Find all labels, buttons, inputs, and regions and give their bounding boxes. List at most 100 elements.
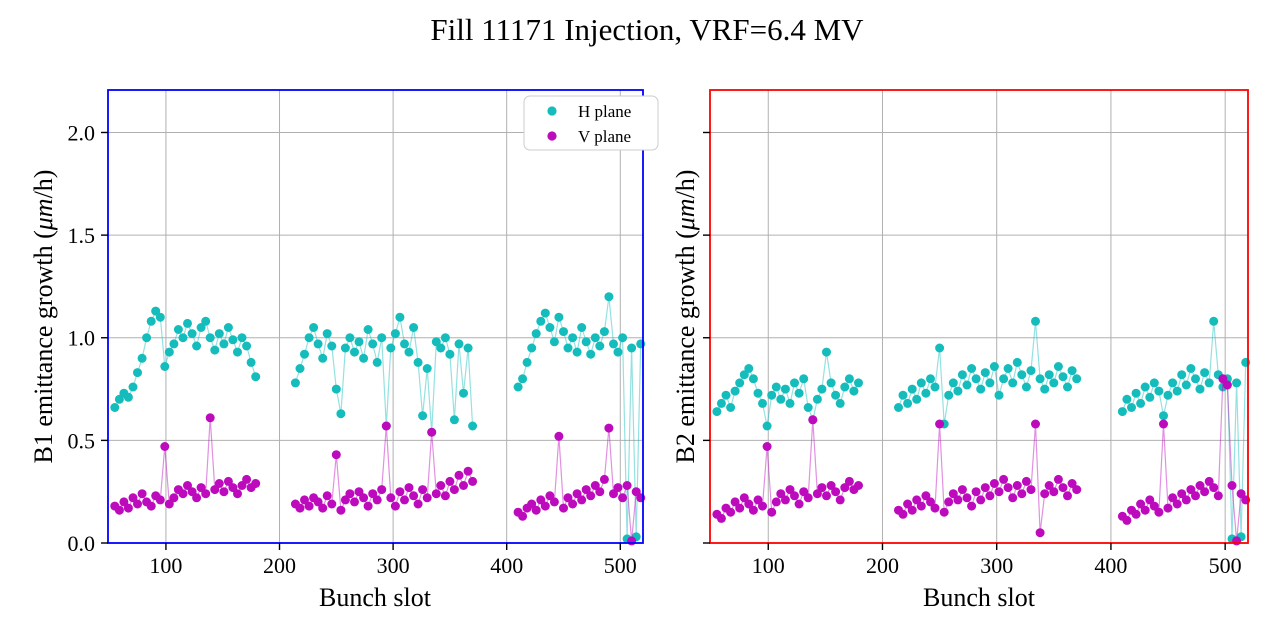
h-plane-point bbox=[363, 325, 373, 334]
h-plane-point bbox=[1186, 364, 1196, 373]
h-plane-point bbox=[1008, 378, 1018, 388]
v-plane-point bbox=[164, 499, 174, 509]
v-plane-point bbox=[613, 483, 623, 493]
h-plane-point bbox=[935, 343, 945, 353]
h-plane-point bbox=[1058, 372, 1068, 382]
v-plane-point bbox=[780, 495, 790, 505]
v-plane-point bbox=[744, 499, 754, 509]
v-plane-point bbox=[178, 489, 188, 499]
h-plane-point bbox=[735, 378, 745, 388]
h-plane-point bbox=[540, 308, 550, 318]
h-plane-point bbox=[151, 306, 161, 316]
v-plane-point bbox=[948, 489, 958, 499]
h-plane-point bbox=[133, 368, 142, 378]
v-plane-point bbox=[971, 487, 981, 497]
h-plane-point bbox=[794, 388, 804, 398]
v-plane-point bbox=[468, 476, 478, 486]
v-plane-point bbox=[953, 495, 963, 505]
h-plane-point bbox=[142, 333, 152, 343]
h-plane-point bbox=[812, 394, 822, 404]
h-plane-point bbox=[721, 390, 731, 400]
v-plane-point bbox=[155, 495, 165, 505]
v-plane-point bbox=[1044, 481, 1054, 490]
h-plane-point bbox=[1003, 364, 1013, 373]
h-plane-point bbox=[164, 347, 174, 357]
h-plane-point bbox=[817, 384, 827, 394]
h-plane-point bbox=[581, 337, 591, 347]
v-plane-point bbox=[730, 497, 740, 507]
h-plane-line bbox=[294, 317, 474, 433]
v-plane-point bbox=[350, 497, 359, 507]
v-plane-point bbox=[572, 489, 582, 499]
v-plane-point bbox=[748, 505, 758, 515]
v-plane-point bbox=[300, 495, 309, 505]
v-plane-point bbox=[1021, 476, 1031, 486]
v-plane-point bbox=[976, 495, 986, 505]
h-plane-point bbox=[309, 323, 319, 332]
h-plane-point bbox=[1177, 370, 1187, 380]
v-plane-point bbox=[1195, 481, 1205, 490]
h-plane-point bbox=[559, 327, 568, 337]
h-plane-point bbox=[1012, 357, 1022, 367]
v-plane-point bbox=[233, 489, 242, 499]
v-plane-point bbox=[318, 503, 328, 513]
v-plane-point bbox=[1122, 515, 1132, 525]
h-plane-point bbox=[572, 347, 582, 357]
h-plane-point bbox=[1021, 382, 1031, 392]
h-plane-point bbox=[390, 329, 400, 339]
h-plane-point bbox=[196, 323, 206, 332]
v-plane-point bbox=[251, 479, 261, 488]
v-plane-point bbox=[1136, 499, 1146, 509]
v-plane-point bbox=[372, 495, 382, 505]
b2-axes: 100 200 300 400 500 B2 emittance growth (μm/h… bbox=[671, 89, 1251, 578]
v-plane-point bbox=[930, 503, 940, 513]
h-plane-point bbox=[999, 374, 1009, 384]
h-plane-point bbox=[726, 403, 736, 412]
h-plane-point bbox=[536, 316, 546, 326]
x-tick-label: 300 bbox=[980, 553, 1013, 578]
v-plane-point bbox=[463, 466, 473, 476]
h-plane-point bbox=[359, 353, 369, 363]
h-plane-point bbox=[246, 357, 256, 367]
v-plane-point bbox=[790, 491, 799, 501]
v-plane-point bbox=[822, 491, 831, 501]
v-plane-point bbox=[926, 497, 935, 507]
h-plane-point bbox=[295, 364, 305, 373]
h-plane-point bbox=[304, 333, 314, 343]
h-plane-point bbox=[921, 388, 931, 398]
h-plane-point bbox=[377, 333, 387, 343]
h-plane-point bbox=[449, 415, 459, 425]
h-plane-point bbox=[155, 312, 165, 322]
v-plane-point bbox=[363, 501, 373, 511]
h-plane-point bbox=[1154, 386, 1164, 396]
v-plane-point bbox=[1218, 374, 1228, 384]
h-plane-point bbox=[201, 316, 211, 326]
v-plane-point bbox=[322, 491, 332, 501]
v-plane-point bbox=[1035, 528, 1045, 538]
v-plane-point bbox=[1191, 491, 1200, 501]
v-plane-point bbox=[1154, 507, 1164, 517]
h-plane-point bbox=[237, 333, 247, 343]
v-plane-point bbox=[327, 499, 337, 509]
v-plane-point bbox=[436, 481, 446, 490]
h-plane-point bbox=[1209, 316, 1219, 326]
h-plane-point bbox=[1067, 366, 1077, 376]
h-plane-point bbox=[840, 382, 850, 392]
h-plane-point bbox=[916, 378, 926, 388]
v-plane-point bbox=[559, 503, 568, 513]
h-plane-point bbox=[1035, 374, 1045, 384]
h-plane-point bbox=[967, 364, 977, 373]
v-plane-point bbox=[1168, 493, 1178, 503]
v-plane-point bbox=[354, 487, 364, 497]
h-plane-point bbox=[835, 398, 845, 408]
h-plane-point bbox=[1195, 384, 1205, 394]
v-plane-point bbox=[771, 497, 781, 507]
h-plane-point bbox=[926, 374, 935, 384]
v-plane-point bbox=[1213, 491, 1223, 501]
h-plane-point bbox=[223, 323, 233, 332]
v-plane-point bbox=[146, 501, 156, 511]
h-plane-point bbox=[110, 403, 120, 412]
h-plane-point bbox=[957, 370, 967, 380]
v-plane-point bbox=[554, 431, 564, 441]
